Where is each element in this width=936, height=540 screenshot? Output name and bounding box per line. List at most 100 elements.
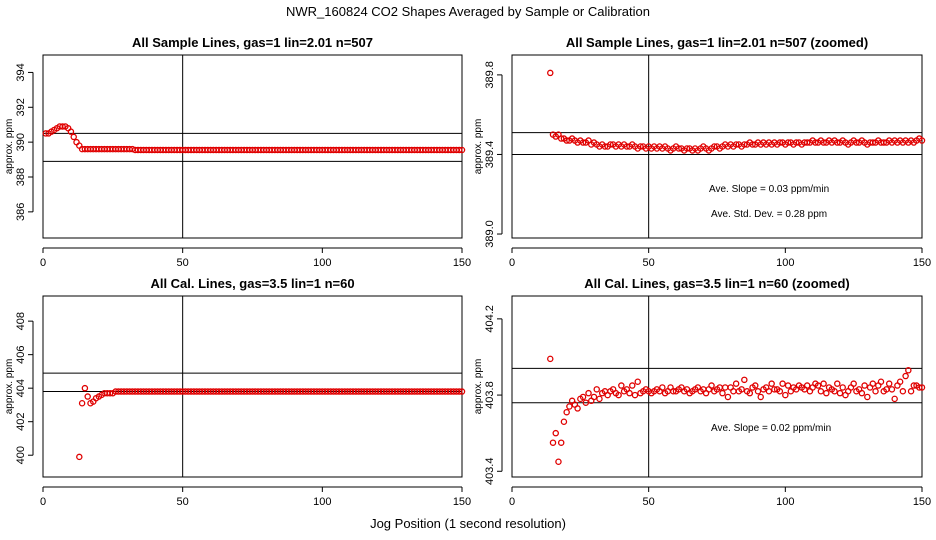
panel-3: All Cal. Lines, gas=3.5 lin=1 n=60 0 50 100… xyxy=(4,276,471,508)
data-point xyxy=(84,393,91,400)
x-tick-label: 0 xyxy=(509,257,515,269)
data-point xyxy=(771,386,778,393)
data-point xyxy=(557,135,565,142)
data-point xyxy=(752,382,759,389)
data-point xyxy=(902,372,909,380)
y-tick-label: 403.4 xyxy=(484,458,496,486)
panel-title: All Cal. Lines, gas=3.5 lin=1 n=60 xyxy=(150,276,354,291)
plot-frame xyxy=(42,295,463,478)
plot-frame xyxy=(511,54,923,239)
data-point xyxy=(869,139,877,146)
data-point xyxy=(579,393,587,401)
data-point xyxy=(631,391,639,399)
y-axis-title: approx. ppm xyxy=(4,119,15,175)
data-point xyxy=(557,439,565,446)
data-point xyxy=(574,405,581,412)
x-tick-label: 150 xyxy=(913,257,931,269)
x-tick-label: 0 xyxy=(40,257,46,269)
panel-title: All Sample Lines, gas=1 lin=2.01 n=507 xyxy=(132,35,373,50)
data-point xyxy=(582,399,590,406)
data-point xyxy=(836,389,844,397)
data-point xyxy=(629,382,636,389)
data-point xyxy=(547,69,554,77)
data-point xyxy=(615,391,622,399)
data-point xyxy=(885,380,893,387)
x-tick-label: 150 xyxy=(453,257,471,269)
data-point xyxy=(746,389,754,397)
data-point xyxy=(765,388,773,395)
data-point xyxy=(683,145,691,152)
data-point xyxy=(741,141,748,148)
y-tick-label: 386 xyxy=(15,203,27,221)
data-point xyxy=(626,389,633,397)
data-point xyxy=(831,388,838,395)
data-point xyxy=(634,378,641,385)
data-point xyxy=(853,139,860,146)
panel-2: All Sample Lines, gas=1 lin=2.01 n=507 (… xyxy=(473,35,931,269)
data-point xyxy=(659,384,666,391)
data-point xyxy=(839,384,846,391)
y-tick-label: 403.8 xyxy=(484,381,496,409)
data-point xyxy=(776,388,784,395)
data-point xyxy=(590,393,598,401)
x-tick-label: 100 xyxy=(776,496,794,508)
data-point xyxy=(738,386,745,393)
data-point xyxy=(732,141,740,148)
y-axis-title: approx. ppm xyxy=(473,359,484,415)
y-tick-label: 394 xyxy=(15,63,27,81)
data-point xyxy=(552,429,559,437)
data-points xyxy=(42,123,466,154)
data-point xyxy=(803,382,811,389)
data-point xyxy=(458,388,466,395)
data-point xyxy=(675,145,682,152)
data-point xyxy=(732,380,740,387)
data-point xyxy=(67,128,75,135)
data-point xyxy=(458,146,466,154)
data-point xyxy=(566,403,573,410)
data-point xyxy=(78,400,86,407)
x-tick-label: 50 xyxy=(643,257,655,269)
data-point xyxy=(593,386,600,393)
data-point xyxy=(896,378,904,385)
plot-frame xyxy=(42,54,463,239)
data-point xyxy=(916,384,923,391)
data-point xyxy=(618,382,625,389)
data-point xyxy=(560,418,568,425)
data-point xyxy=(768,380,775,387)
stats-annotation: Ave. Slope = 0.03 ppm/min xyxy=(709,184,829,195)
data-point xyxy=(850,380,857,387)
data-point xyxy=(42,130,50,137)
data-point xyxy=(623,143,631,150)
y-axis-title: approx. ppm xyxy=(473,119,484,175)
x-tick-label: 150 xyxy=(453,496,471,508)
data-point xyxy=(823,389,830,397)
data-point xyxy=(596,395,603,403)
y-tick-label: 404 xyxy=(15,379,27,397)
data-point xyxy=(812,139,819,146)
data-point xyxy=(776,139,784,146)
data-point xyxy=(585,389,592,397)
data-point xyxy=(455,388,463,395)
data-point xyxy=(803,139,811,146)
figure-title: NWR_160824 CO2 Shapes Averaged by Sample… xyxy=(286,4,650,19)
y-tick-label: 406 xyxy=(15,345,27,363)
data-points xyxy=(547,69,926,154)
data-point xyxy=(864,393,871,401)
data-point xyxy=(76,453,83,461)
data-point xyxy=(858,389,866,397)
y-tick-label: 390 xyxy=(15,133,27,151)
y-tick-label: 388 xyxy=(15,168,27,186)
data-point xyxy=(547,355,554,363)
data-point xyxy=(670,388,677,395)
y-tick-label: 400 xyxy=(15,446,27,464)
data-point xyxy=(834,380,841,387)
x-tick-label: 100 xyxy=(776,257,794,269)
data-point xyxy=(880,139,887,146)
y-tick-label: 392 xyxy=(15,98,27,116)
data-point xyxy=(861,382,868,389)
x-tick-label: 0 xyxy=(509,496,515,508)
stats-annotation: Ave. Std. Dev. = 0.28 ppm xyxy=(711,209,827,220)
data-point xyxy=(784,382,792,389)
data-point xyxy=(563,408,570,416)
